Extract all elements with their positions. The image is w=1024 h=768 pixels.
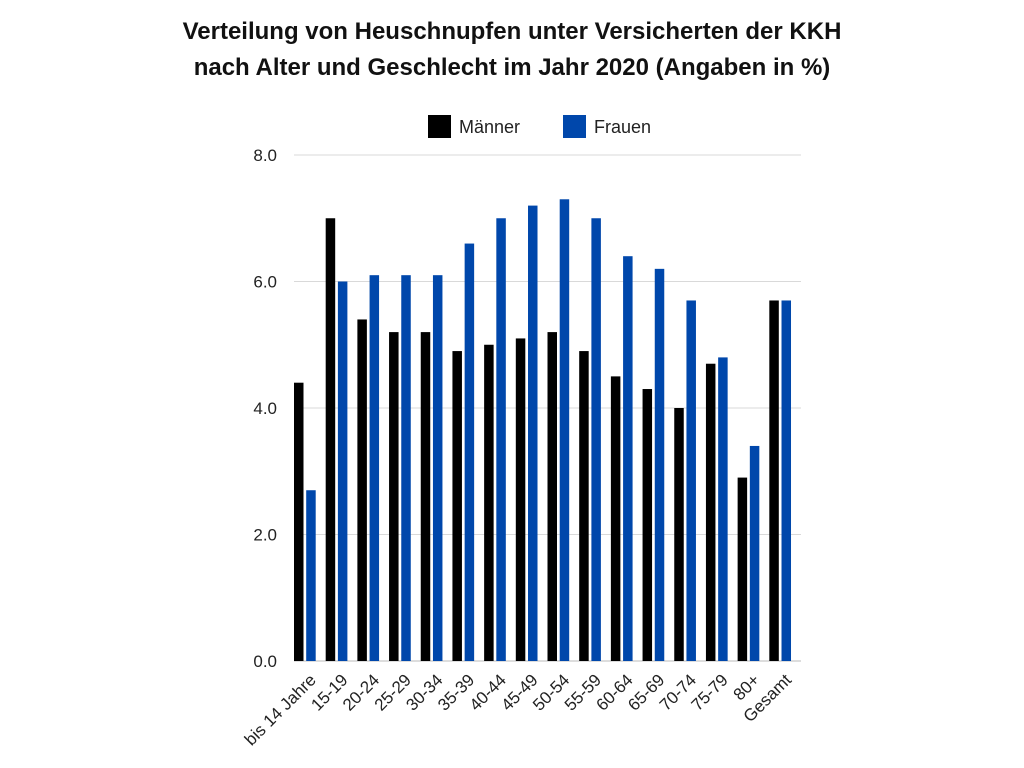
legend-label-women: Frauen bbox=[594, 117, 651, 137]
bar-men-11 bbox=[642, 389, 653, 661]
bar-men-1 bbox=[325, 218, 336, 661]
chart-title-line-1: Verteilung von Heuschnupfen unter Versic… bbox=[182, 18, 842, 45]
bar-women-9 bbox=[591, 218, 601, 661]
bar-men-3 bbox=[389, 332, 399, 661]
legend-swatch-women bbox=[563, 115, 586, 138]
x-axis-labels: bis 14 Jahre15-1920-2425-2930-3435-3940-… bbox=[241, 670, 795, 749]
bar-men-6 bbox=[484, 344, 494, 661]
bar-men-5 bbox=[452, 351, 462, 661]
bar-women-4 bbox=[432, 275, 443, 661]
legend: Männer Frauen bbox=[428, 115, 651, 138]
bar-men-8 bbox=[547, 332, 557, 661]
bar-women-7 bbox=[528, 205, 538, 661]
bar-men-14 bbox=[737, 477, 748, 661]
bar-men-15 bbox=[769, 300, 779, 661]
bar-men-10 bbox=[610, 376, 621, 662]
bar-men-13 bbox=[705, 363, 716, 661]
bar-women-5 bbox=[464, 243, 475, 662]
bar-women-0 bbox=[306, 490, 316, 661]
bar-women-13 bbox=[718, 357, 728, 661]
bar-women-12 bbox=[686, 300, 696, 661]
chart-title: Verteilung von Heuschnupfen unter Versic… bbox=[0, 14, 1024, 86]
y-axis-ticks: 0.0 2.0 4.0 6.0 8.0 bbox=[253, 146, 277, 671]
x-tick-label: 75-79 bbox=[688, 670, 732, 714]
y-tick-label: 4.0 bbox=[253, 399, 277, 418]
bar-men-4 bbox=[420, 332, 431, 661]
bar-men-9 bbox=[579, 351, 589, 661]
bar-women-6 bbox=[496, 218, 506, 661]
y-tick-label: 2.0 bbox=[253, 526, 277, 545]
legend-swatch-men bbox=[428, 115, 451, 138]
bar-men-2 bbox=[357, 319, 367, 661]
chart-title-line-2: nach Alter und Geschlecht im Jahr 2020 (… bbox=[193, 54, 831, 81]
bar-women-15 bbox=[781, 300, 792, 661]
bar-men-12 bbox=[674, 408, 684, 661]
y-tick-label: 8.0 bbox=[253, 146, 277, 165]
y-tick-label: 0.0 bbox=[253, 652, 277, 671]
bar-women-3 bbox=[401, 275, 411, 661]
bar-women-11 bbox=[654, 268, 665, 661]
bars bbox=[294, 199, 792, 662]
x-tick-label: bis 14 Jahre bbox=[241, 670, 320, 749]
legend-label-men: Männer bbox=[459, 117, 520, 137]
bar-women-10 bbox=[623, 256, 633, 661]
bar-women-8 bbox=[559, 199, 570, 661]
bar-women-1 bbox=[337, 281, 348, 661]
bar-men-0 bbox=[294, 382, 304, 661]
bar-women-14 bbox=[749, 445, 760, 661]
bar-men-7 bbox=[515, 338, 526, 661]
y-tick-label: 6.0 bbox=[253, 273, 277, 292]
bar-women-2 bbox=[369, 275, 380, 661]
